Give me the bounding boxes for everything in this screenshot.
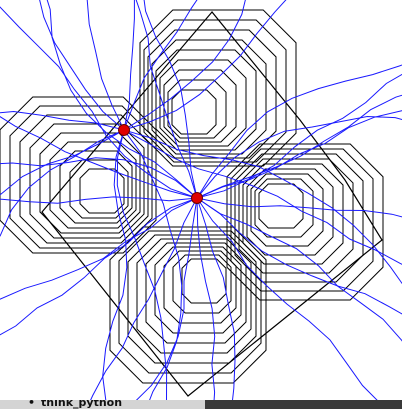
spiral-line (123, 129, 183, 400)
octagon (172, 254, 232, 314)
octagon (154, 246, 242, 334)
octagon (39, 132, 141, 234)
octagon (49, 141, 137, 229)
octagon (246, 168, 334, 256)
spiral-line (196, 197, 378, 400)
octagon (167, 79, 227, 139)
taskbar: think_python (0, 400, 402, 409)
spiral-line (123, 129, 402, 265)
spiral-line (0, 110, 125, 131)
spiral-line (0, 157, 198, 199)
octagon (171, 89, 217, 135)
spiral-line (196, 197, 402, 342)
spiral-line (196, 73, 402, 199)
spiral-line (0, 116, 198, 199)
octagon (226, 143, 384, 301)
spiral-line (135, 197, 198, 400)
octagon (59, 150, 133, 224)
spiral-line (196, 64, 402, 199)
spiral-line (143, 0, 198, 199)
octagon (139, 9, 297, 167)
spiral-line (0, 197, 198, 300)
octagon (155, 49, 257, 151)
octagon (0, 96, 157, 254)
spiral-line (123, 0, 246, 131)
spiral-line (123, 0, 287, 131)
turtle (118, 124, 130, 136)
spiral-line (135, 0, 198, 199)
octagon (69, 159, 129, 219)
spiral-line (0, 129, 125, 237)
spiral-line (86, 0, 125, 131)
octagon (145, 242, 247, 344)
octagon (147, 29, 277, 159)
spiral-line (196, 110, 402, 199)
turtle-canvas (0, 0, 402, 400)
octagon (242, 163, 344, 265)
spiral-line (116, 129, 168, 400)
spiral-line (0, 196, 198, 204)
octagon (163, 69, 237, 143)
spiral-line (39, 0, 125, 131)
spiral-line (196, 115, 402, 199)
octagon (234, 153, 364, 283)
octagon (250, 173, 324, 247)
spiral-line (0, 129, 125, 196)
octagon (230, 148, 374, 292)
turtle (191, 192, 203, 204)
octagon (254, 178, 314, 238)
taskbar-tray (205, 400, 402, 409)
octagon (143, 19, 287, 163)
octagon (151, 39, 267, 155)
spiral-line (196, 197, 216, 400)
octagon (109, 226, 267, 384)
spiral-line (123, 0, 198, 131)
spiral-line (46, 0, 198, 199)
spiral-line (90, 197, 198, 400)
spiral-line (0, 197, 198, 336)
spiral-line (102, 129, 128, 400)
octagon (118, 230, 262, 374)
spiral-line (123, 0, 135, 131)
diamond-outline (41, 11, 383, 397)
octagon (19, 114, 149, 244)
spiral-line (196, 197, 402, 315)
spiral-line (196, 197, 402, 218)
taskbar-item[interactable]: think_python (28, 400, 122, 409)
octagon (163, 250, 237, 324)
spiral-line (123, 129, 402, 285)
octagon (181, 258, 227, 304)
spiral-line (0, 6, 198, 199)
spiral-line (196, 197, 236, 400)
